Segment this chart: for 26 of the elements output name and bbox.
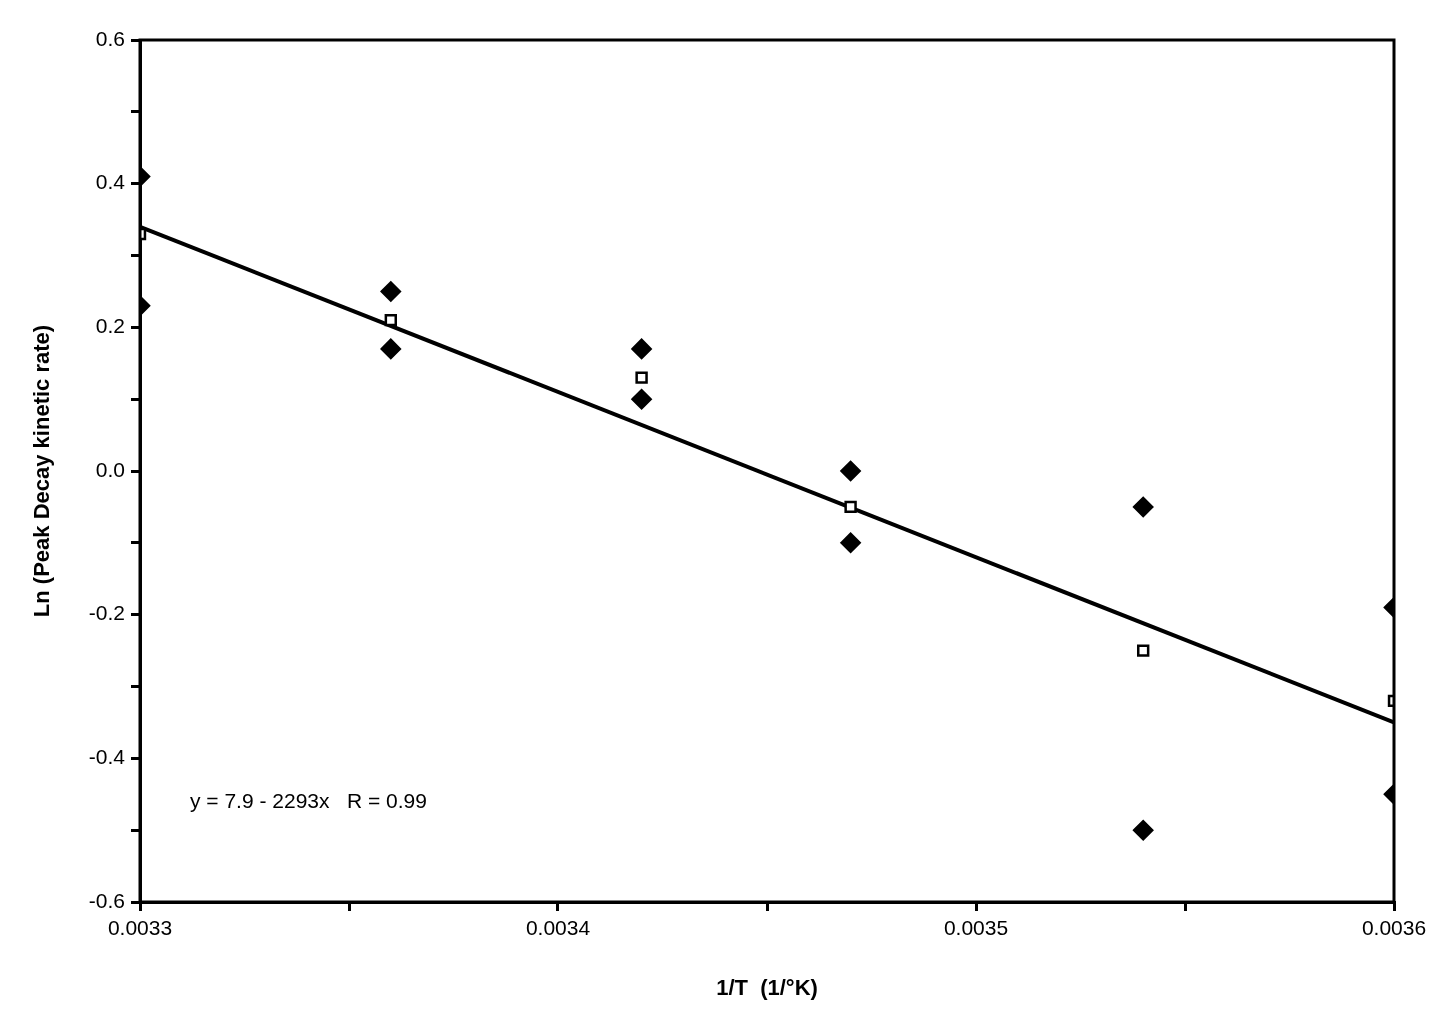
- point: [840, 460, 861, 482]
- y-tick-label: -0.6: [88, 888, 125, 912]
- x-tick-label: 0.0034: [525, 916, 591, 940]
- y-tick-label: 0.4: [95, 170, 126, 194]
- x-axis-title: 1/T (1/°K): [716, 974, 818, 1000]
- x-tick-label: 0.0033: [107, 916, 173, 940]
- y-tick-label: 0.6: [95, 26, 125, 50]
- point: [380, 281, 402, 302]
- point: [1132, 819, 1154, 841]
- x-tick-label: 0.0035: [943, 916, 1009, 940]
- point: [631, 388, 652, 410]
- point: [384, 313, 397, 327]
- point: [1132, 496, 1154, 518]
- point: [840, 532, 861, 554]
- point: [380, 338, 402, 360]
- y-tick-label: 0.0: [95, 457, 125, 481]
- annotation: y = 7.9 - 2293x R = 0.99: [190, 788, 427, 812]
- point: [1137, 644, 1150, 657]
- y-tick-label: -0.2: [88, 601, 125, 625]
- point: [631, 338, 652, 360]
- x-tick-label: 0.0036: [1361, 916, 1427, 940]
- point: [635, 371, 648, 384]
- y-tick-label: 0.2: [95, 314, 125, 338]
- point: [844, 500, 857, 514]
- y-tick-label: -0.4: [88, 745, 126, 769]
- y-axis-title: Ln (Peak Decay kinetic rate): [29, 324, 55, 618]
